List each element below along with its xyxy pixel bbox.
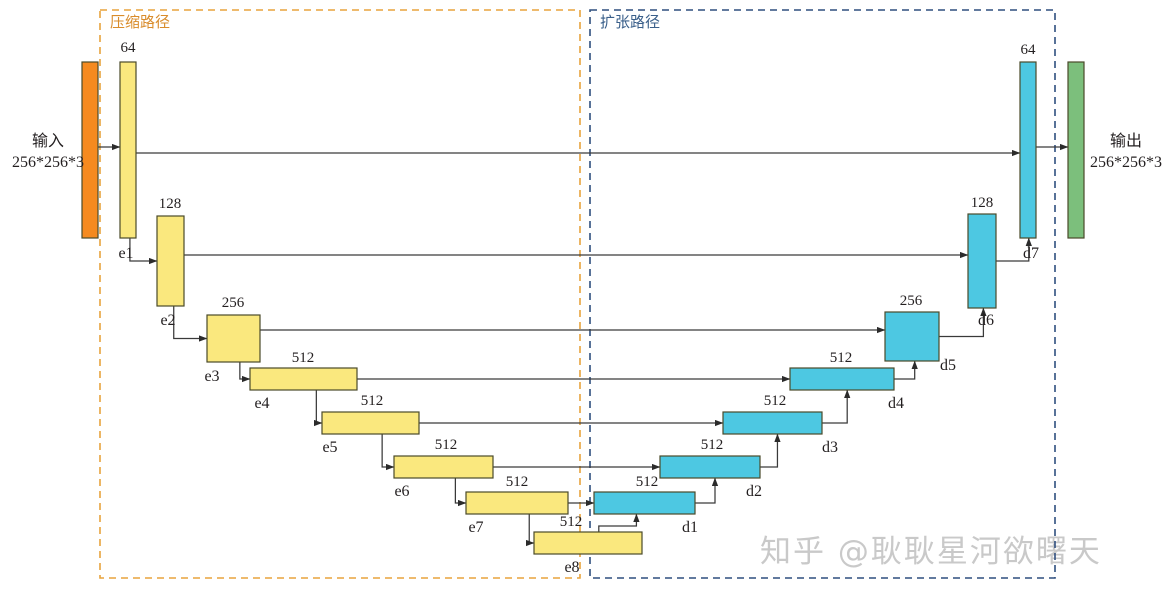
decoder-block-d5-rect [884, 311, 940, 362]
encoder-block-e4-label: e4 [254, 395, 269, 412]
decoder-block-d6: 128 d6 [967, 195, 997, 329]
watermark-text: 知乎 @耿耿星河欲曙天 [760, 534, 1102, 570]
encoder-block-e2-channels: 128 [159, 196, 182, 212]
encoder-block-e2: 128 e2 [156, 196, 185, 329]
encoder-block-e8: 512 e8 [533, 514, 643, 576]
output-block [1067, 61, 1085, 239]
decoder-block-d7-label: d7 [1023, 245, 1039, 262]
encoder-block-e4: 512 e4 [249, 350, 358, 412]
input-block [81, 61, 99, 239]
io-labels: 输入 256*256*3 输出 256*256*3 [12, 132, 1162, 171]
down-e7-e8 [525, 514, 535, 547]
decoder-block-d2-label: d2 [746, 483, 762, 500]
input-label-dims: 256*256*3 [12, 154, 84, 171]
decoder-block-d2-channels: 512 [701, 437, 724, 453]
output-label-title: 输出 [1110, 132, 1142, 150]
input-label-title: 输入 [32, 132, 64, 150]
decoder-block-d1-rect [593, 491, 696, 515]
encoder-block-e6-rect [393, 455, 494, 479]
up-d4-d5 [894, 360, 918, 380]
encoder-block-e5-label: e5 [322, 439, 337, 456]
encoder-block-e6-channels: 512 [435, 437, 458, 453]
decoder-block-d2: 512 d2 [659, 437, 762, 500]
up-d2-d3 [760, 433, 781, 468]
encoder-block-e3-label: e3 [204, 368, 219, 385]
encoder-block-e1-label: e1 [118, 245, 133, 262]
decoder-block-d7-channels: 64 [1021, 42, 1037, 58]
decoder-block-d1-label: d1 [682, 519, 698, 536]
input-block-rect [81, 61, 99, 239]
decoder-block-d4-rect [789, 367, 895, 391]
decoder-block-d5: 256 d5 [884, 293, 956, 374]
encoder-block-e7-channels: 512 [506, 474, 529, 490]
decoder-zone-border [589, 9, 1056, 579]
down-e3-e4 [239, 362, 251, 383]
encoder-zone-label: 压缩路径 [110, 14, 170, 31]
decoder-zone-label: 扩张路径 [600, 14, 660, 31]
decoder-block-d6-label: d6 [978, 312, 994, 329]
up-d5-d6 [939, 307, 987, 338]
output-block-rect [1067, 61, 1085, 239]
decoder-block-d3-channels: 512 [764, 393, 787, 409]
down-e5-e6 [381, 434, 395, 471]
decoder-block-d7: 64 d7 [1019, 42, 1039, 262]
connection-lines [98, 143, 1069, 547]
decoder-block-d2-rect [659, 455, 761, 479]
decoder-block-d4-channels: 512 [830, 350, 853, 366]
encoder-block-e3-channels: 256 [222, 295, 245, 311]
encoder-block-e7: 512 e7 [465, 474, 569, 536]
encoder-block-e1-rect [119, 61, 137, 239]
decoder-block-d7-rect [1019, 61, 1037, 239]
decoder-block-d3: 512 d3 [722, 393, 838, 456]
decoder-block-d3-rect [722, 411, 823, 435]
encoder-block-e5-rect [321, 411, 420, 435]
encoder-block-e3: 256 e3 [204, 295, 261, 385]
encoder-block-e8-rect [533, 531, 643, 555]
encoder-block-e5-channels: 512 [361, 393, 384, 409]
encoder-zone-border [99, 9, 581, 579]
decoder-block-d6-rect [967, 213, 997, 309]
encoder-block-e4-rect [249, 367, 358, 391]
encoder-block-e4-channels: 512 [292, 350, 315, 366]
decoder-block-d4-label: d4 [888, 395, 904, 412]
decoder-block-d4: 512 d4 [789, 350, 904, 412]
down-e6-e7 [454, 478, 467, 507]
encoder-block-e6: 512 e6 [393, 437, 494, 500]
up-e8-d1 [598, 513, 640, 532]
output-label-dims: 256*256*3 [1090, 154, 1162, 171]
decoder-block-d6-channels: 128 [971, 195, 994, 211]
down-e1-e2 [129, 238, 158, 265]
encoder-block-e1: 64 e1 [118, 40, 137, 262]
encoder-block-e5: 512 e5 [321, 393, 420, 456]
encoder-block-e6-label: e6 [394, 483, 409, 500]
down-e4-e5 [313, 390, 323, 427]
encoder-block-e8-label: e8 [564, 559, 579, 576]
zone-boxes: 压缩路径 扩张路径 [99, 9, 1056, 579]
encoder-block-e3-rect [206, 314, 261, 363]
up-d3-d4 [822, 389, 851, 424]
decoder-block-d5-channels: 256 [900, 293, 923, 309]
decoder-block-d3-label: d3 [822, 439, 838, 456]
encoder-block-e7-label: e7 [468, 519, 483, 536]
encoder-block-e1-channels: 64 [121, 40, 137, 56]
up-d6-d7 [996, 237, 1033, 262]
encoder-block-e8-channels: 512 [560, 514, 583, 530]
encoder-block-e7-rect [465, 491, 569, 515]
decoder-block-d1: 512 d1 [593, 474, 698, 536]
encoder-block-e2-label: e2 [160, 312, 175, 329]
decoder-block-d5-label: d5 [940, 357, 956, 374]
down-e2-e3 [173, 306, 208, 342]
encoder-block-e2-rect [156, 215, 185, 307]
decoder-block-d1-channels: 512 [636, 474, 659, 490]
up-d1-d2 [695, 477, 719, 504]
